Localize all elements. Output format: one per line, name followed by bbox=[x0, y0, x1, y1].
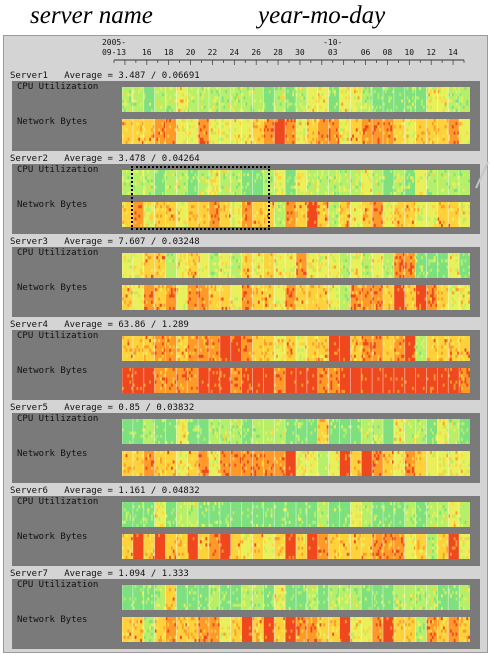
server-block: Server1 Average = 3.487 / 0.06691 CPU Uti… bbox=[4, 71, 487, 154]
server-metrics-box: CPU Utilization Network Bytes bbox=[12, 330, 480, 400]
tick-label: 09-13 bbox=[102, 48, 126, 57]
server-average: Average = 1.094 / 1.333 bbox=[64, 569, 189, 579]
server-title: Server3 Average = 7.607 / 0.03248 bbox=[10, 237, 200, 247]
server-name: Server5 bbox=[10, 403, 48, 413]
network-heatmap-strip bbox=[122, 285, 470, 310]
cpu-heatmap-strip bbox=[122, 502, 470, 527]
server-average: Average = 0.85 / 0.03832 bbox=[64, 403, 194, 413]
network-bytes-label: Network Bytes bbox=[17, 283, 87, 293]
server-metrics-box: CPU Utilization Network Bytes bbox=[12, 164, 480, 234]
tick-label: 16 bbox=[142, 48, 152, 57]
server-block: Server2 Average = 3.478 / 0.04264 CPU Uti… bbox=[4, 154, 487, 237]
tick-label: 08 bbox=[383, 48, 393, 57]
server-average: Average = 3.478 / 0.04264 bbox=[64, 154, 199, 164]
server-average: Average = 63.86 / 1.289 bbox=[64, 320, 189, 330]
selection-rectangle[interactable] bbox=[131, 166, 270, 230]
server-average: Average = 3.487 / 0.06691 bbox=[64, 71, 199, 81]
network-bytes-label: Network Bytes bbox=[17, 200, 87, 210]
cpu-heatmap-strip bbox=[122, 253, 470, 278]
network-bytes-label: Network Bytes bbox=[17, 366, 87, 376]
date-axis: 2005-09-13 16 18 20 22 24 26 28 30 -10-03 06 08 10 12… bbox=[102, 38, 465, 65]
server-name: Server6 bbox=[10, 486, 48, 496]
server-name: Server1 bbox=[10, 71, 48, 81]
cpu-utilization-label: CPU Utilization bbox=[17, 414, 98, 424]
cpu-heatmap-strip bbox=[122, 336, 470, 361]
scroll-marker-icon bbox=[475, 161, 489, 189]
tick-label: 06 bbox=[361, 48, 371, 57]
network-bytes-label: Network Bytes bbox=[17, 449, 87, 459]
server-name: Server3 bbox=[10, 237, 48, 247]
tick-label: 10 bbox=[404, 48, 414, 57]
server-metrics-box: CPU Utilization Network Bytes bbox=[12, 496, 480, 566]
server-name: Server7 bbox=[10, 569, 48, 579]
server-block: Server6 Average = 1.161 / 0.04832 CPU Uti… bbox=[4, 486, 487, 569]
server-average: Average = 1.161 / 0.04832 bbox=[64, 486, 199, 496]
server-title: Server6 Average = 1.161 / 0.04832 bbox=[10, 486, 200, 496]
tick-label: 26 bbox=[251, 48, 261, 57]
server-title: Server4 Average = 63.86 / 1.289 bbox=[10, 320, 189, 330]
tick-label: 22 bbox=[208, 48, 218, 57]
cpu-utilization-label: CPU Utilization bbox=[17, 248, 98, 258]
network-bytes-label: Network Bytes bbox=[17, 532, 87, 542]
tick-label: 03 bbox=[328, 48, 338, 57]
cpu-utilization-label: CPU Utilization bbox=[17, 580, 98, 590]
server-title: Server1 Average = 3.487 / 0.06691 bbox=[10, 71, 200, 81]
server-metrics-box: CPU Utilization Network Bytes bbox=[12, 579, 480, 649]
date-label: year-mo-day bbox=[258, 2, 385, 30]
cpu-utilization-label: CPU Utilization bbox=[17, 331, 98, 341]
server-metrics-box: CPU Utilization Network Bytes bbox=[12, 413, 480, 483]
cpu-utilization-label: CPU Utilization bbox=[17, 497, 98, 507]
cpu-utilization-label: CPU Utilization bbox=[17, 82, 98, 92]
server-block: Server4 Average = 63.86 / 1.289 CPU Utili… bbox=[4, 320, 487, 403]
cpu-heatmap-strip bbox=[122, 419, 470, 444]
network-bytes-label: Network Bytes bbox=[17, 615, 87, 625]
cpu-heatmap-strip bbox=[122, 170, 470, 195]
tick-label-top: -10- bbox=[323, 38, 342, 47]
tick-label: 14 bbox=[448, 48, 458, 57]
network-bytes-label: Network Bytes bbox=[17, 117, 87, 127]
tick-label: 12 bbox=[426, 48, 436, 57]
server-name-label: server name bbox=[30, 2, 153, 30]
network-heatmap-strip bbox=[122, 617, 470, 642]
tick-label: 20 bbox=[186, 48, 196, 57]
server-block: Server7 Average = 1.094 / 1.333 CPU Utili… bbox=[4, 569, 487, 652]
server-heatmap-panel: 2005- 09-13 16 18 20 22 24 26 28 30 -10- 03 06 08 10 12… bbox=[3, 35, 488, 653]
server-title: Server5 Average = 0.85 / 0.03832 bbox=[10, 403, 194, 413]
network-heatmap-strip bbox=[122, 451, 470, 476]
network-heatmap-strip bbox=[122, 119, 470, 144]
tick-label: 28 bbox=[273, 48, 283, 57]
server-block: Server5 Average = 0.85 / 0.03832 CPU Util… bbox=[4, 403, 487, 486]
server-name: Server4 bbox=[10, 320, 48, 330]
server-block: Server3 Average = 7.607 / 0.03248 CPU Uti… bbox=[4, 237, 487, 320]
server-metrics-box: CPU Utilization Network Bytes bbox=[12, 247, 480, 317]
tick-label: 24 bbox=[229, 48, 239, 57]
network-heatmap-strip bbox=[122, 534, 470, 559]
cpu-heatmap-strip bbox=[122, 87, 470, 112]
network-heatmap-strip bbox=[122, 368, 470, 393]
cpu-heatmap-strip bbox=[122, 585, 470, 610]
tick-label-top: 2005- bbox=[102, 38, 126, 47]
server-average: Average = 7.607 / 0.03248 bbox=[64, 237, 199, 247]
tick-label: 30 bbox=[295, 48, 305, 57]
server-title: Server7 Average = 1.094 / 1.333 bbox=[10, 569, 189, 579]
server-metrics-box: CPU Utilization Network Bytes bbox=[12, 81, 480, 151]
cpu-utilization-label: CPU Utilization bbox=[17, 165, 98, 175]
server-title: Server2 Average = 3.478 / 0.04264 bbox=[10, 154, 200, 164]
network-heatmap-strip bbox=[122, 202, 470, 227]
server-name: Server2 bbox=[10, 154, 48, 164]
tick-label: 18 bbox=[164, 48, 174, 57]
